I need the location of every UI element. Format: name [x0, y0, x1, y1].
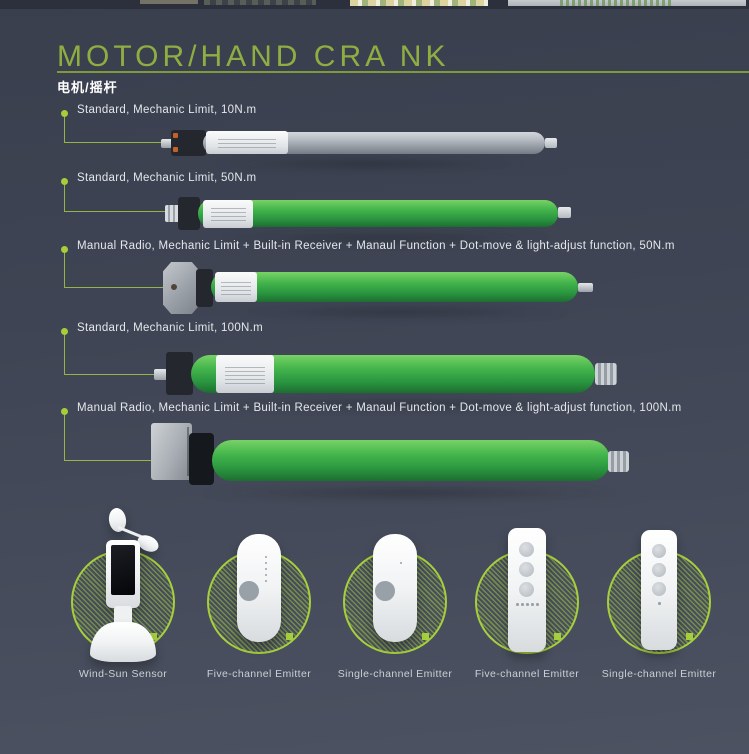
- edge-artifact-segment: [508, 0, 746, 6]
- remote-button: [652, 563, 666, 577]
- circle-corner-square: [150, 633, 157, 640]
- motor-head: [189, 433, 214, 485]
- motor-end-cap: [558, 207, 571, 218]
- channel-dot: [265, 568, 267, 570]
- accessory-five-channel-emitter: Five-channel Emitter: [189, 500, 329, 690]
- product-label: Manual Radio, Mechanic Limit + Built-in …: [77, 402, 682, 414]
- motor-reflection: [210, 158, 530, 170]
- channel-dot: [516, 603, 519, 606]
- circle-corner-square: [286, 633, 293, 640]
- edge-artifact-segment: [204, 0, 316, 5]
- motor-sticker: [206, 131, 288, 154]
- page-title: MOTOR/HAND CRA NK: [57, 40, 450, 73]
- channel-dot: [265, 580, 267, 582]
- remote-button: [652, 544, 666, 558]
- edge-artifact-dots: [560, 0, 672, 6]
- motor-reflection: [205, 398, 605, 410]
- motor-reflection: [215, 232, 555, 244]
- accessory-label: Wind-Sun Sensor: [78, 668, 168, 680]
- motor-bracket: [151, 423, 192, 480]
- motor-flange: [163, 262, 200, 314]
- connector-line: [64, 253, 164, 288]
- product-label: Standard, Mechanic Limit, 10N.m: [77, 104, 257, 116]
- motor-head: [178, 197, 200, 230]
- motor-sticker: [215, 272, 257, 302]
- motor-tube: [203, 132, 545, 154]
- circle-corner-square: [686, 633, 693, 640]
- accessory-label: Five-channel Emitter: [206, 668, 312, 680]
- remote-button: [519, 562, 534, 577]
- product-label: Standard, Mechanic Limit, 50N.m: [77, 172, 257, 184]
- product-label: Manual Radio, Mechanic Limit + Built-in …: [77, 240, 675, 252]
- connector-line: [64, 335, 156, 375]
- motor-end-cap: [608, 451, 629, 472]
- circle-corner-square: [554, 633, 561, 640]
- edge-artifact-segment: [140, 0, 198, 4]
- motor-end-cap: [545, 138, 557, 148]
- motor-crown: [165, 205, 180, 222]
- remote-button: [652, 582, 666, 596]
- motor-head: [166, 352, 193, 395]
- edge-artifact-segment: [350, 0, 488, 6]
- motor-head-accent: [173, 133, 178, 138]
- channel-dot: [265, 556, 267, 558]
- channel-dot: [536, 603, 539, 606]
- accessory-five-channel-emitter: Five-channel Emitter: [457, 500, 597, 690]
- ring-button: [239, 581, 259, 601]
- motor-head: [196, 269, 213, 307]
- accessory-label: Five-channel Emitter: [474, 668, 580, 680]
- bullet-icon: [61, 408, 68, 415]
- channel-dot: [658, 602, 661, 605]
- bullet-icon: [61, 110, 68, 117]
- circle-corner-square: [422, 633, 429, 640]
- accessory-label: Single-channel Emitter: [601, 668, 717, 680]
- bullet-icon: [61, 246, 68, 253]
- connector-line: [64, 415, 152, 461]
- title-underline: [57, 71, 749, 73]
- motor-sticker: [203, 200, 253, 228]
- motor-shaft: [578, 283, 593, 292]
- accessory-single-channel-emitter: Single-channel Emitter: [325, 500, 465, 690]
- accessory-single-channel-emitter: Single-channel Emitter: [589, 500, 729, 690]
- motor-end-cap: [595, 363, 617, 385]
- motor-tube: [198, 200, 558, 227]
- channel-dot: [531, 603, 534, 606]
- motor-reflection: [225, 306, 575, 318]
- product-label: Standard, Mechanic Limit, 100N.m: [77, 322, 264, 334]
- channel-dot: [400, 562, 402, 564]
- connector-line: [64, 117, 170, 143]
- motor-shaft: [154, 369, 167, 380]
- remote-button: [519, 582, 534, 597]
- accessory-label: Single-channel Emitter: [337, 668, 453, 680]
- channel-dot: [521, 603, 524, 606]
- bullet-icon: [61, 178, 68, 185]
- accessory-wind-sun-sensor: Wind-Sun Sensor: [53, 500, 193, 690]
- motor-tube: [212, 440, 610, 481]
- page-subtitle-cn: 电机/摇杆: [57, 80, 118, 95]
- channel-dot: [526, 603, 529, 606]
- motor-tube: [211, 272, 578, 302]
- remote-button: [519, 542, 534, 557]
- motor-sticker: [216, 355, 274, 393]
- ring-button: [375, 581, 395, 601]
- bullet-icon: [61, 328, 68, 335]
- motor-reflection: [195, 486, 625, 500]
- sensor-base: [90, 622, 156, 662]
- channel-dot: [265, 562, 267, 564]
- motor-head: [171, 130, 206, 156]
- motor-head-accent: [173, 147, 178, 152]
- channel-dot: [265, 574, 267, 576]
- connector-line: [64, 185, 170, 212]
- page-edge-artifact: [0, 0, 749, 9]
- solar-panel: [111, 545, 135, 595]
- motor-shaft: [161, 139, 173, 148]
- flange-pin: [171, 284, 177, 290]
